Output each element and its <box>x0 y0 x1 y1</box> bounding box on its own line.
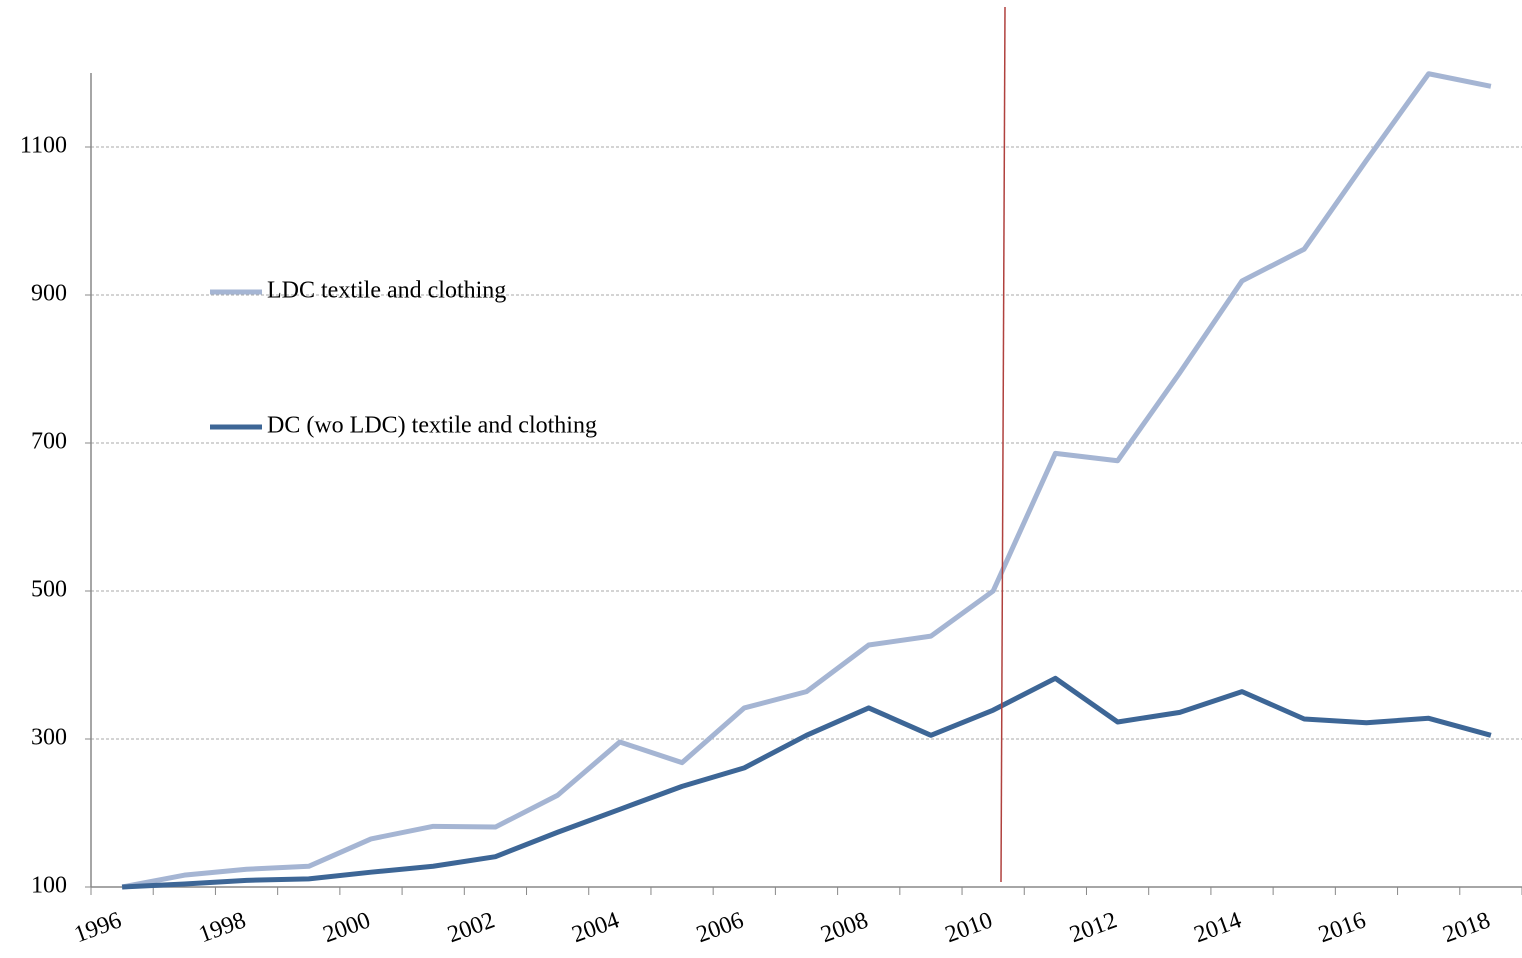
x-tick-label: 1996 <box>71 907 125 948</box>
y-tick-label: 300 <box>31 725 67 751</box>
series-line <box>121 71 1492 890</box>
x-tick-label: 1998 <box>195 907 249 948</box>
legend-label: DC (wo LDC) textile and clothing <box>267 413 597 439</box>
x-tick-label: 2016 <box>1315 907 1369 948</box>
legend-label: LDC textile and clothing <box>267 278 506 304</box>
x-tick-label: 2006 <box>693 907 747 948</box>
x-tick-label: 2002 <box>444 907 498 948</box>
y-tick-label: 900 <box>31 281 67 307</box>
marker-line <box>1000 6 1006 883</box>
y-tick-label: 500 <box>31 577 67 603</box>
x-tick-label: 2012 <box>1066 907 1120 948</box>
y-tick-label: 700 <box>31 429 67 455</box>
series-line <box>121 675 1492 890</box>
y-tick-label: 100 <box>31 873 67 899</box>
x-tick-label: 2004 <box>569 907 623 948</box>
x-tick-label: 2014 <box>1191 907 1245 948</box>
x-tick-label: 2008 <box>818 907 872 948</box>
x-tick-label: 2010 <box>942 907 996 948</box>
x-tick-label: 2000 <box>320 907 374 948</box>
y-tick-label: 1100 <box>20 133 67 159</box>
x-tick-label: 2018 <box>1440 907 1494 948</box>
